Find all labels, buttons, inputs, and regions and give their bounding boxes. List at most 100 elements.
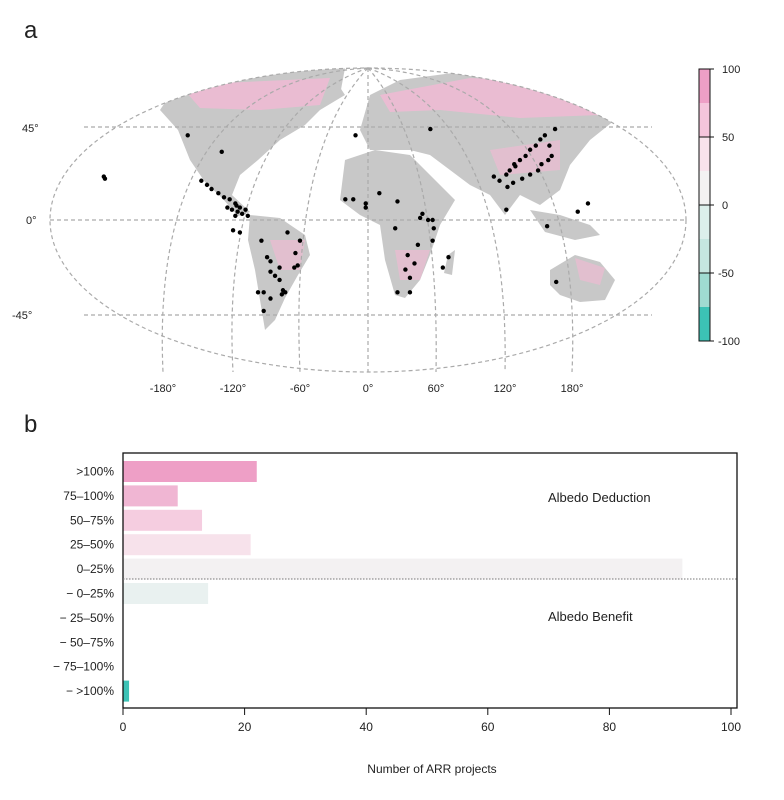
lon-tick: -180°	[150, 383, 176, 395]
project-point	[221, 195, 227, 200]
project-point	[185, 133, 190, 138]
project-point	[533, 143, 539, 148]
category-label: 50–75%	[70, 513, 114, 527]
lat-tick-minus45: -45°	[12, 310, 32, 322]
colorbar-bin	[699, 205, 710, 239]
project-point	[535, 168, 541, 173]
project-point	[353, 133, 358, 138]
colorbar-bin	[699, 307, 710, 341]
lat-tick-45: 45°	[22, 123, 39, 135]
project-point	[279, 292, 285, 297]
colorbar-tick: -100	[718, 336, 740, 348]
x-tick-label: 0	[120, 720, 127, 734]
project-point	[513, 164, 518, 169]
project-point	[430, 217, 435, 223]
project-point	[491, 174, 497, 179]
project-point	[430, 238, 435, 243]
project-point	[505, 184, 510, 190]
project-point	[199, 178, 204, 183]
project-point	[261, 290, 266, 295]
lon-tick: 60°	[428, 383, 445, 395]
colorbar-bin	[699, 137, 710, 171]
colorbar-tick: 50	[722, 132, 734, 144]
category-label: >100%	[76, 465, 114, 479]
project-point	[504, 207, 509, 212]
project-point	[219, 149, 224, 155]
bar	[123, 461, 257, 482]
project-point	[363, 201, 368, 206]
lat-tick-0: 0°	[26, 215, 37, 227]
project-point	[264, 254, 270, 260]
project-point	[216, 190, 221, 196]
project-point	[239, 211, 245, 217]
colorbar-bin	[699, 273, 710, 307]
project-point	[547, 143, 552, 148]
project-point	[544, 223, 550, 229]
project-point	[504, 172, 509, 177]
colorbar	[698, 68, 714, 342]
category-label: − 25–50%	[60, 611, 115, 625]
project-point	[235, 209, 240, 214]
category-label: − 50–75%	[60, 635, 115, 649]
x-tick-label: 40	[360, 720, 374, 734]
category-label: 75–100%	[63, 489, 114, 503]
project-point	[407, 275, 413, 281]
project-point	[417, 215, 423, 221]
project-point	[497, 178, 502, 183]
colorbar-tick: 100	[722, 64, 740, 76]
project-point	[407, 290, 413, 295]
graticule	[49, 67, 687, 373]
project-point	[272, 273, 278, 278]
project-point	[259, 238, 264, 243]
colorbar-bin	[699, 103, 710, 137]
colorbar-bin	[699, 239, 710, 273]
x-tick-label: 100	[721, 720, 741, 734]
project-point	[343, 197, 348, 202]
project-point	[377, 190, 382, 196]
project-point	[227, 197, 232, 202]
project-point	[237, 230, 243, 235]
project-point	[510, 180, 516, 186]
project-point	[233, 213, 238, 219]
project-point	[542, 133, 548, 138]
project-point	[507, 168, 512, 173]
project-point	[552, 126, 558, 132]
lon-tick: -120°	[220, 383, 246, 395]
project-point	[519, 176, 525, 181]
project-point	[283, 290, 288, 295]
project-point	[446, 254, 451, 260]
project-point	[395, 199, 400, 204]
category-label: − >100%	[66, 684, 114, 698]
x-tick-label: 80	[603, 720, 617, 734]
project-point	[277, 265, 282, 270]
project-point	[268, 296, 273, 301]
colorbar-tick: -50	[718, 268, 734, 280]
project-point	[277, 277, 282, 283]
lon-tick: 180°	[561, 383, 584, 395]
project-point	[230, 228, 236, 233]
project-point	[393, 226, 398, 231]
project-point	[539, 162, 544, 167]
bar	[123, 558, 683, 580]
project-point	[554, 279, 559, 285]
madagascar	[444, 250, 455, 275]
project-point	[549, 153, 554, 159]
annotation-deduction: Albedo Deduction	[548, 490, 651, 505]
category-label: − 75–100%	[53, 660, 114, 674]
colorbar-bin	[699, 171, 710, 205]
bar-chart	[123, 461, 683, 702]
project-point	[546, 157, 551, 163]
project-point	[268, 269, 273, 274]
bar	[123, 583, 209, 604]
lon-tick: 120°	[494, 383, 517, 395]
project-point	[237, 205, 243, 210]
albedo-deduction-boreal	[180, 78, 620, 118]
project-point	[403, 267, 408, 272]
project-point	[102, 176, 108, 181]
southeast-asia	[530, 210, 600, 240]
project-point	[261, 308, 266, 314]
bar	[123, 485, 178, 507]
lon-tick: 0°	[363, 383, 374, 395]
project-point	[420, 211, 425, 217]
